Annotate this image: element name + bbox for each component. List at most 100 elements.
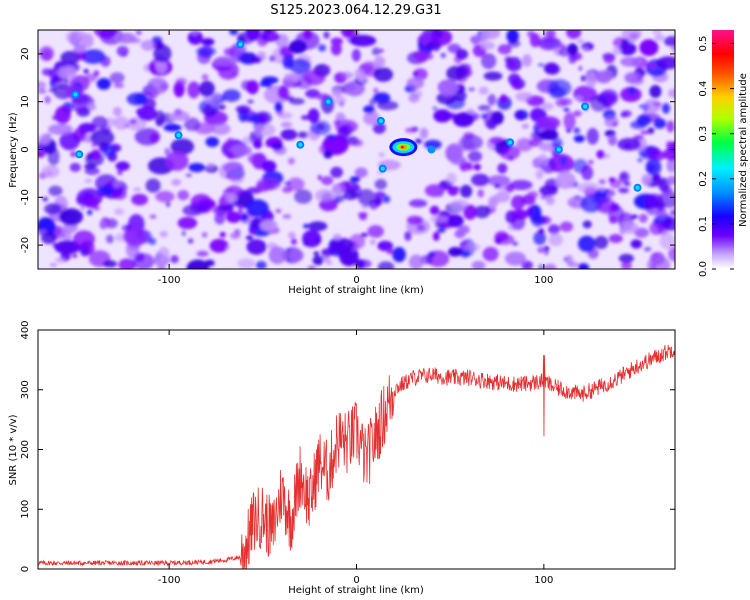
heatmap-cell [112, 106, 122, 117]
heatmap-cell [185, 173, 192, 177]
heatmap-cell [406, 215, 423, 225]
heatmap-cell [655, 201, 666, 210]
heatmap-cell [580, 195, 603, 213]
heatmap-cell [633, 135, 644, 140]
heatmap-cell [140, 39, 157, 51]
heatmap-cell [447, 214, 464, 228]
heatmap-cell [463, 204, 477, 220]
heatmap-cell [360, 232, 368, 237]
heatmap-cell [372, 122, 386, 134]
heatmap-cell [541, 102, 554, 111]
heatmap-cell [83, 69, 89, 74]
heatmap-cell [238, 208, 243, 213]
heatmap-cell [87, 209, 93, 216]
heatmap-cell [99, 30, 124, 45]
heatmap-cell [271, 141, 284, 151]
heatmap-cell [148, 237, 157, 245]
heatmap-cell [373, 67, 394, 82]
heatmap-cell [539, 185, 558, 196]
heatmap-cell [548, 233, 563, 247]
heatmap-cell [508, 73, 521, 86]
heatmap-cell [118, 258, 136, 269]
heatmap-cell [667, 88, 675, 98]
heatmap-cell [363, 111, 380, 126]
heatmap-cell [69, 162, 81, 172]
heatmap-cell [165, 151, 189, 171]
colorbar-label: Normalized spectral amplitude [738, 73, 749, 227]
heatmap-cell [235, 105, 251, 114]
heatmap-cell [147, 77, 169, 95]
colorbar: 0.0 0.1 0.2 0.3 0.4 0.5 Normalized spectral a… [698, 30, 749, 277]
heatmap-cell [482, 246, 499, 262]
heatmap-cell [248, 228, 256, 235]
heatmap-cell [61, 231, 72, 242]
heatmap-cell [333, 185, 342, 195]
heatmap-cell [314, 189, 335, 202]
heatmap-cell [543, 263, 557, 269]
heatmap-cell [435, 32, 443, 37]
heatmap-cell [52, 242, 58, 248]
heatmap-cell [494, 191, 511, 203]
heatmap-cell [470, 35, 482, 44]
heatmap-cell [288, 40, 307, 54]
heatmap-cell [159, 230, 169, 238]
heatmap-cell [213, 56, 237, 67]
heatmap-cell [565, 254, 573, 265]
heatmap-cell [256, 177, 281, 191]
heatmap-cell [236, 204, 244, 210]
heatmap-cell [222, 89, 241, 102]
heatmap-cell [508, 61, 516, 68]
heatmap-cell [164, 147, 171, 156]
snr-xtick-label: 100 [534, 575, 553, 586]
heatmap-cell [209, 238, 229, 253]
heatmap-cell [573, 110, 582, 117]
snr-ylabel: SNR (10 * v/v) [8, 414, 19, 485]
snr-xtick-label: 0 [353, 575, 359, 586]
snr-ytick-label: 400 [20, 320, 31, 339]
heatmap-cell [521, 260, 533, 269]
heatmap-cell [555, 98, 569, 107]
heatmap-cell [96, 78, 111, 90]
heatmap-cell [73, 92, 78, 97]
heatmap-cell [277, 85, 289, 100]
heatmap-cell [65, 30, 86, 44]
heatmap-cell [413, 68, 428, 81]
heatmap-cell [57, 66, 77, 80]
heatmap-cell [508, 140, 513, 145]
heatmap-cell [466, 108, 475, 114]
heatmap-cell [337, 125, 349, 141]
heatmap-cell [621, 261, 632, 269]
heatmap-cell [440, 52, 447, 59]
heatmap-cell [510, 214, 526, 230]
heatmap-cell [670, 209, 675, 216]
heatmap-cell [105, 234, 114, 244]
heatmap-cell [265, 80, 273, 89]
heatmap-cell [429, 205, 440, 216]
heatmap-cell [408, 254, 424, 269]
heatmap-cell [80, 205, 85, 211]
heatmap-cell [548, 224, 560, 235]
heatmap-cell [349, 34, 377, 47]
snr-xlabel: Height of straight line (km) [288, 585, 424, 596]
heatmap-cell [174, 108, 183, 116]
heatmap-cell [512, 241, 519, 246]
snr-ytick-label: 300 [20, 380, 31, 399]
colorbar-tick-label: 0.5 [698, 36, 709, 52]
heatmap-cell [480, 41, 496, 51]
heatmap-cell [452, 112, 474, 127]
heatmap-cell [430, 215, 448, 224]
heatmap-cell [643, 99, 662, 113]
heatmap-cell [643, 246, 652, 252]
snr-panel: -100 0 100 0 100 200 300 400 Height of straight… [8, 320, 676, 596]
heatmap-cell [290, 249, 304, 262]
heatmap-cell [608, 177, 616, 183]
heatmap-cell [480, 53, 497, 70]
heatmap-cell [253, 123, 276, 137]
heatmap-cell [351, 48, 361, 62]
heatmap-cell [282, 186, 293, 193]
heatmap-cell [314, 238, 322, 244]
heatmap-cell [378, 152, 385, 158]
